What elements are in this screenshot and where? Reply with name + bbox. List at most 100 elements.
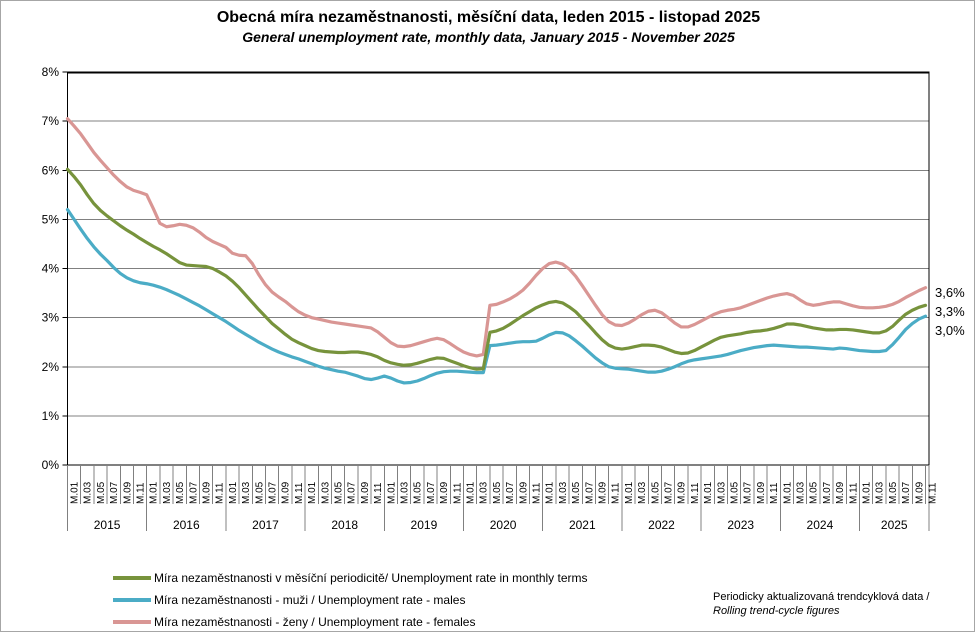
chart-subtitle: General unemployment rate, monthly data,… (242, 29, 735, 45)
x-axis-year-label: 2022 (648, 518, 675, 532)
x-axis-month-label: M.05 (571, 481, 582, 504)
legend-label-overall: Míra nezaměstnanosti v měsíční periodici… (154, 571, 588, 585)
x-axis-month-label: M.03 (320, 481, 331, 504)
x-axis-year-label: 2023 (727, 518, 754, 532)
x-axis-month-label: M.11 (769, 482, 780, 504)
x-axis-month-label: M.01 (862, 481, 873, 504)
x-axis-month-label: M.05 (650, 481, 661, 504)
x-axis-year-label: 2020 (490, 518, 517, 532)
x-axis-month-label: M.07 (822, 481, 833, 504)
y-axis-label: 5% (42, 212, 60, 226)
end-label-overall: 3,3% (935, 304, 965, 319)
x-axis-month-label: M.01 (624, 481, 635, 504)
x-axis-month-label: M.07 (505, 481, 516, 504)
x-axis-month-label: M.03 (716, 481, 727, 504)
x-axis-month-label: M.01 (466, 481, 477, 504)
x-axis-month-label: M.01 (228, 481, 239, 504)
x-axis-month-label: M.07 (901, 481, 912, 504)
legend-swatch-males-icon (113, 598, 151, 602)
x-axis-month-label: M.09 (914, 481, 925, 504)
x-axis-month-label: M.07 (584, 481, 595, 504)
x-axis-month-label: M.07 (268, 481, 279, 504)
x-axis-month-label: M.11 (136, 482, 147, 504)
x-axis-month-label: M.11 (848, 482, 859, 504)
x-axis-month-label: M.09 (518, 481, 529, 504)
x-axis-month-label: M.05 (492, 481, 503, 504)
x-axis-month-label: M.03 (479, 481, 490, 504)
x-axis-month-label: M.09 (756, 481, 767, 504)
x-axis-month-label: M.11 (452, 482, 463, 504)
legend-item-overall: Míra nezaměstnanosti v měsíční periodici… (113, 567, 588, 589)
x-axis-month-label: M.05 (809, 481, 820, 504)
x-axis-month-label: M.11 (373, 482, 384, 504)
x-axis-month-label: M.03 (162, 481, 173, 504)
x-axis-month-label: M.01 (70, 481, 81, 504)
x-axis-month-label: M.09 (439, 481, 450, 504)
y-axis-label: 2% (42, 360, 60, 374)
x-axis-month-label: M.11 (611, 482, 622, 504)
x-axis-month-label: M.09 (281, 481, 292, 504)
chart-title: Obecná míra nezaměstnanosti, měsíční dat… (216, 9, 761, 26)
x-axis-month-label: M.05 (254, 481, 265, 504)
x-axis-month-label: M.07 (743, 481, 754, 504)
end-label-females: 3,6% (935, 285, 965, 300)
y-axis-label: 6% (42, 163, 60, 177)
source-note: Periodicky aktualizovaná trendcyklová da… (713, 590, 968, 618)
end-label-males: 3,0% (935, 323, 965, 338)
series-line-females (65, 117, 928, 358)
y-axis-label: 8% (42, 65, 60, 79)
x-axis-month-label: M.07 (109, 481, 120, 504)
x-axis-month-label: M.11 (294, 482, 305, 504)
y-axis-label: 3% (42, 311, 60, 325)
x-axis-month-label: M.09 (677, 481, 688, 504)
x-axis-month-label: M.11 (928, 482, 939, 504)
x-axis-month-label: M.09 (598, 481, 609, 504)
unemployment-line-chart: 8%7%6%5%4%3%2%1%0%M.01 M.03 M.05 M.07 M.09 M.… (42, 65, 939, 532)
x-axis-year-label: 2021 (569, 518, 596, 532)
x-axis-month-label: M.05 (175, 481, 186, 504)
y-axis-label: 0% (42, 458, 60, 472)
x-axis-year-label: 2018 (331, 518, 358, 532)
x-axis-month-label: M.11 (532, 482, 543, 504)
x-axis-year-label: 2015 (94, 518, 121, 532)
y-axis-label: 7% (42, 114, 60, 128)
x-axis-month-label: M.07 (188, 481, 199, 504)
x-axis-year-label: 2025 (881, 518, 908, 532)
legend-item-males: Míra nezaměstnanosti - muži / Unemployme… (113, 589, 588, 611)
x-axis-month-label: M.05 (96, 481, 107, 504)
series-line-overall (65, 167, 928, 371)
x-axis-month-label: M.05 (888, 481, 899, 504)
x-axis-month-label: M.03 (637, 481, 648, 504)
x-axis-month-label: M.09 (122, 481, 133, 504)
x-axis-month-label: M.01 (703, 481, 714, 504)
x-axis-month-label: M.07 (347, 481, 358, 504)
legend-swatch-overall-icon (113, 576, 151, 580)
x-axis-month-label: M.01 (149, 481, 160, 504)
x-axis-month-label: M.05 (334, 481, 345, 504)
x-axis-month-label: M.05 (413, 481, 424, 504)
x-axis-month-label: M.07 (426, 481, 437, 504)
legend-label-females: Míra nezaměstnanosti - ženy / Unemployme… (154, 615, 476, 629)
legend-swatch-females-icon (113, 620, 151, 624)
x-axis-month-label: M.03 (875, 481, 886, 504)
x-axis-month-label: M.11 (215, 482, 226, 504)
note-line-czech: Periodicky aktualizovaná trendcyklová da… (713, 591, 930, 603)
x-axis-year-label: 2024 (807, 518, 834, 532)
x-axis-year-label: 2016 (173, 518, 200, 532)
x-axis-year-label: 2019 (411, 518, 438, 532)
x-axis-month-label: M.03 (241, 481, 252, 504)
x-axis-month-label: M.09 (835, 481, 846, 504)
y-axis-label: 1% (42, 409, 60, 423)
x-axis-month-label: M.01 (386, 481, 397, 504)
series-line-males (65, 207, 928, 385)
x-axis-month-label: M.07 (664, 481, 675, 504)
x-axis-month-label: M.03 (400, 481, 411, 504)
x-axis-year-label: 2017 (252, 518, 279, 532)
x-axis-month-label: M.01 (545, 481, 556, 504)
x-axis-month-label: M.09 (360, 481, 371, 504)
y-axis-label: 4% (42, 262, 60, 276)
title-block: Obecná míra nezaměstnanosti, měsíční dat… (1, 8, 974, 46)
x-axis-month-label: M.09 (202, 481, 213, 504)
x-axis-month-label: M.03 (558, 481, 569, 504)
